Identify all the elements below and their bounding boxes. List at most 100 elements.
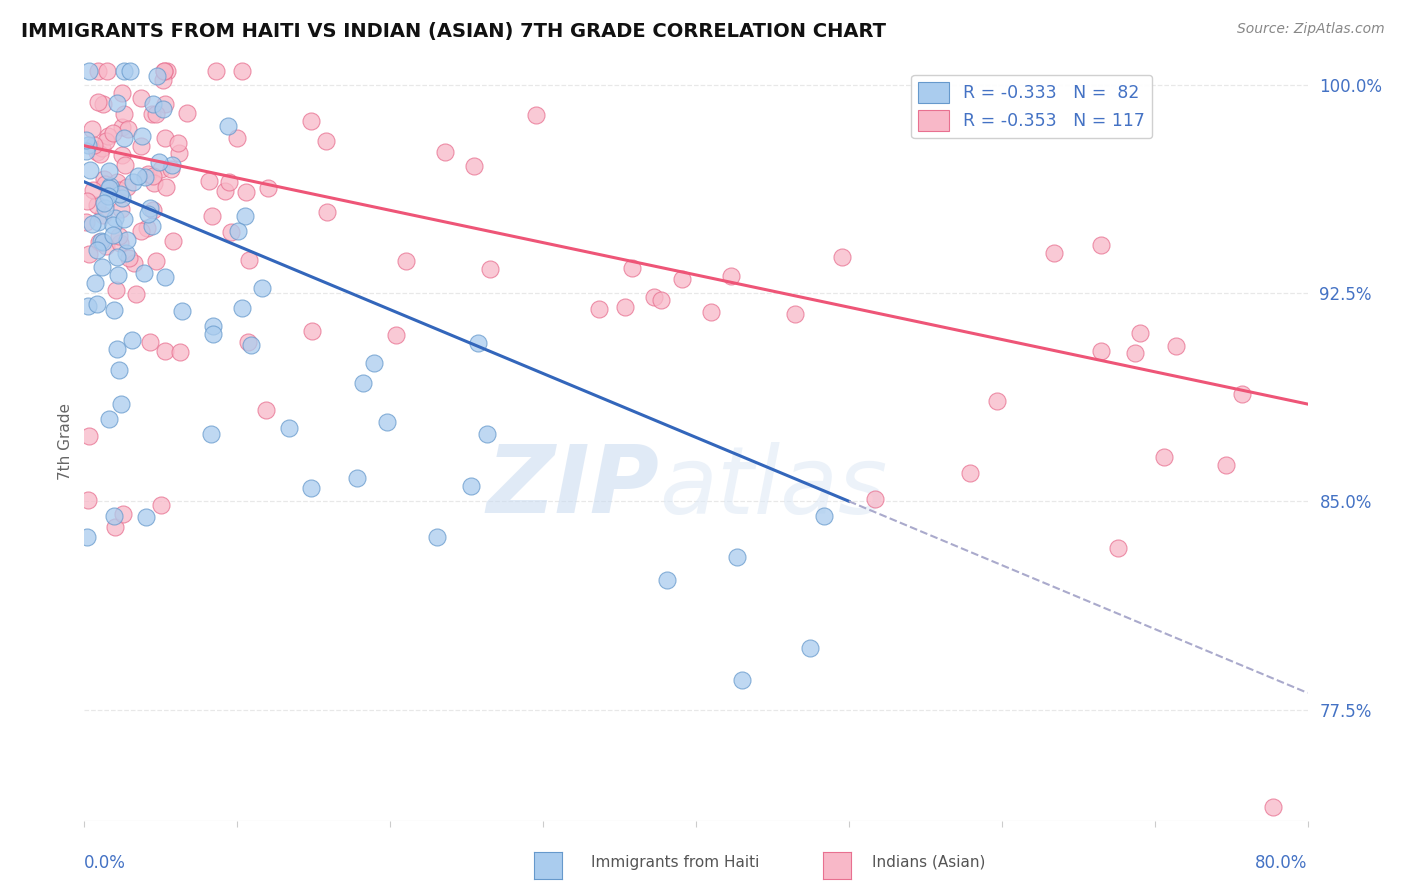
Point: [152, 63, 174, 78]
Point: [201, 327, 224, 342]
Point: [375, 415, 398, 429]
Point: [136, 207, 159, 221]
Point: [124, 256, 146, 270]
Text: 80.0%: 80.0%: [1256, 854, 1308, 872]
Point: [986, 394, 1008, 409]
Point: [105, 95, 128, 110]
Point: [141, 169, 163, 183]
Legend: R = -0.333   N =  82, R = -0.353   N = 117: R = -0.333 N = 82, R = -0.353 N = 117: [911, 75, 1152, 138]
Point: [87, 63, 110, 78]
Point: [83, 138, 105, 153]
Point: [524, 108, 547, 122]
Point: [198, 174, 221, 188]
Point: [108, 229, 131, 244]
Point: [363, 356, 385, 370]
Point: [90, 141, 112, 155]
Point: [831, 250, 853, 264]
Point: [143, 176, 166, 190]
Point: [98, 178, 121, 193]
Point: [238, 335, 260, 350]
Point: [226, 131, 249, 145]
Point: [117, 180, 139, 194]
Point: [238, 253, 260, 268]
Point: [650, 293, 672, 307]
Point: [127, 169, 149, 183]
Point: [105, 342, 128, 356]
Text: Indians (Asian): Indians (Asian): [872, 855, 986, 870]
Point: [226, 224, 249, 238]
Point: [76, 194, 98, 209]
Point: [1090, 237, 1112, 252]
Point: [785, 307, 807, 321]
Point: [139, 201, 162, 215]
Point: [77, 428, 100, 442]
Point: [142, 202, 165, 217]
Text: IMMIGRANTS FROM HAITI VS INDIAN (ASIAN) 7TH GRADE CORRELATION CHART: IMMIGRANTS FROM HAITI VS INDIAN (ASIAN) …: [21, 22, 886, 41]
Point: [90, 260, 112, 274]
Point: [153, 130, 176, 145]
Point: [82, 122, 104, 136]
Point: [217, 120, 239, 134]
Point: [105, 283, 128, 297]
Point: [643, 290, 665, 304]
Point: [1107, 541, 1129, 555]
Point: [1129, 326, 1152, 341]
Point: [385, 327, 408, 342]
Point: [155, 96, 177, 111]
Point: [148, 154, 170, 169]
Point: [118, 252, 141, 266]
Point: [657, 573, 679, 587]
Point: [614, 300, 637, 314]
Point: [110, 191, 132, 205]
Point: [1043, 245, 1066, 260]
Point: [93, 196, 115, 211]
Point: [111, 86, 134, 100]
Point: [98, 180, 121, 194]
Point: [1166, 339, 1188, 353]
Point: [155, 269, 177, 284]
Point: [813, 508, 835, 523]
Point: [239, 337, 262, 351]
Point: [87, 95, 110, 110]
Point: [315, 135, 337, 149]
Point: [142, 97, 165, 112]
Point: [671, 272, 693, 286]
Point: [463, 159, 485, 173]
Y-axis label: 7th Grade: 7th Grade: [58, 403, 73, 480]
Point: [479, 262, 502, 277]
Point: [135, 510, 157, 524]
Point: [162, 235, 184, 249]
Point: [77, 64, 100, 78]
Point: [111, 120, 134, 134]
Point: [87, 215, 110, 229]
Point: [131, 138, 153, 153]
Point: [134, 169, 156, 184]
Point: [145, 254, 167, 268]
Point: [221, 225, 243, 239]
Point: [152, 72, 174, 87]
Point: [77, 247, 100, 261]
Point: [86, 145, 108, 159]
Point: [84, 276, 107, 290]
Point: [315, 204, 337, 219]
Point: [112, 63, 135, 78]
Point: [115, 233, 138, 247]
Point: [170, 304, 193, 318]
Point: [125, 286, 148, 301]
Point: [101, 218, 124, 232]
Point: [299, 481, 322, 495]
Point: [101, 227, 124, 242]
Point: [91, 208, 114, 222]
Point: [94, 134, 117, 148]
Point: [352, 376, 374, 390]
Point: [77, 493, 100, 508]
Point: [167, 136, 190, 151]
Point: [250, 281, 273, 295]
Point: [98, 163, 121, 178]
Point: [460, 479, 482, 493]
Point: [299, 114, 322, 128]
Point: [201, 209, 224, 223]
Text: ZIP: ZIP: [486, 441, 659, 533]
Point: [96, 238, 118, 252]
Point: [114, 246, 136, 260]
